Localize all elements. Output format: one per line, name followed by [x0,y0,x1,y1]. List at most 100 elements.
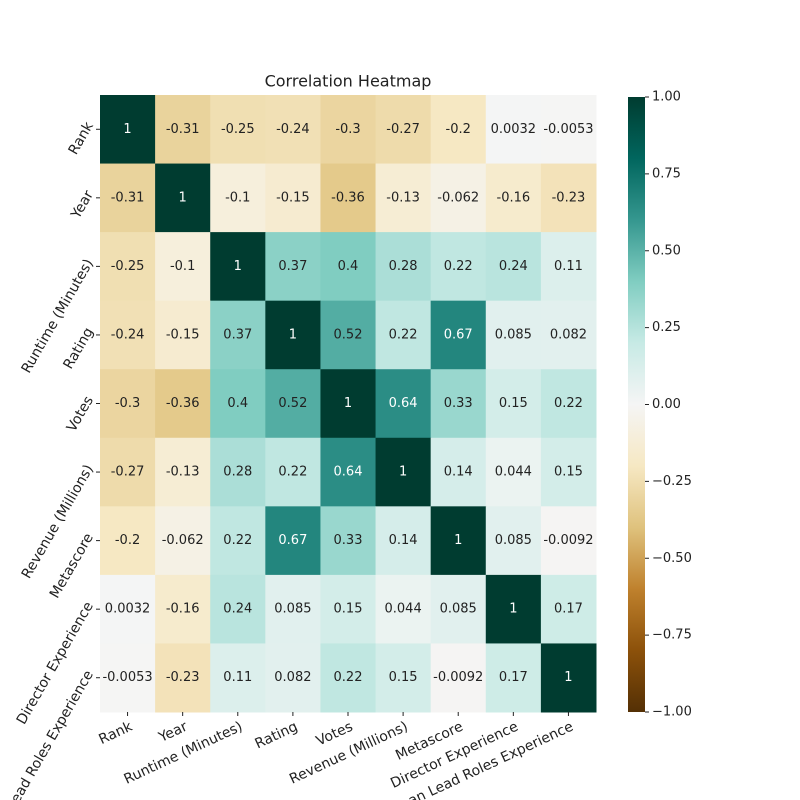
cell-label: 0.085 [495,327,532,342]
heatmap-cell [375,163,432,233]
heatmap-cell [265,369,321,439]
heatmap-cell [485,574,542,644]
heatmap-cell [155,574,211,644]
cell-label: 0.085 [495,533,532,548]
cell-label: 0.64 [334,465,363,480]
cell-label: 0.28 [223,465,252,480]
cell-label: 1 [234,259,242,274]
colorbar-tick-label: 0.75 [652,166,681,181]
heatmap-cell [485,163,542,233]
cell-label: 0.22 [223,533,252,548]
cell-label: -0.27 [386,122,420,137]
cell-label: 1 [344,396,352,411]
x-tick-label: Mean Lead Roles Experience [387,719,576,800]
heatmap-cell [265,506,321,576]
heatmap-cell [100,95,156,165]
heatmap-cell [430,300,487,370]
cell-label: 1 [179,190,187,205]
heatmap-cell [210,163,266,233]
heatmap-cell [155,643,211,713]
cell-label: -0.25 [111,259,145,274]
cell-label: 0.15 [334,602,363,617]
heatmap-cell [155,95,211,165]
heatmap-cell [265,300,321,370]
cell-label: 0.15 [554,465,583,480]
heatmap-cell [155,369,211,439]
y-tick-label: Runtime (Minutes) [19,256,97,376]
x-tick-label: Rank [96,718,135,748]
heatmap-cell [375,232,432,302]
heatmap-cell [430,369,487,439]
heatmap-cell [210,437,266,507]
cell-label: -0.0053 [543,122,593,137]
cell-label: 0.67 [444,327,473,342]
cell-label: 0.24 [223,602,252,617]
cell-label: -0.25 [221,122,255,137]
heatmap-cell [540,506,597,576]
heatmap-cell [430,643,487,713]
cell-label: 1 [123,122,131,137]
heatmap-cell [210,300,266,370]
cell-label: 0.28 [389,259,418,274]
cell-label: -0.36 [331,190,365,205]
cell-label: 0.67 [278,533,307,548]
cell-label: -0.0092 [433,670,483,685]
chart-title: Correlation Heatmap [265,72,432,91]
cell-label: 0.52 [334,327,363,342]
heatmap-cell [100,506,156,576]
heatmap-cell [100,574,156,644]
colorbar-tick-label: 1.00 [652,90,681,105]
x-tick-label: Year [156,719,191,747]
cell-label: 0.044 [495,465,532,480]
cell-label: 1 [509,602,517,617]
heatmap-cell [540,163,597,233]
cell-label: -0.24 [276,122,310,137]
heatmap-cell [320,300,377,370]
cell-label: 0.0032 [491,122,537,137]
y-tick-label: Director Experience [14,599,97,727]
colorbar-tick-label: −0.75 [652,628,692,643]
heatmap-cell [265,232,321,302]
heatmap-cell [100,232,156,302]
heatmap-cell [430,437,487,507]
cell-label: 0.17 [554,602,583,617]
cell-label: 0.37 [223,327,252,342]
cell-label: 0.11 [554,259,583,274]
colorbar-tick-label: −0.25 [652,474,692,489]
cell-label: -0.0092 [543,533,593,548]
cell-label: 1 [564,670,572,685]
heatmap-cell [320,437,377,507]
cell-label: -0.2 [446,122,471,137]
colorbar-tick-label: 0.50 [652,243,681,258]
heatmap-cell [375,369,432,439]
heatmap-cell [485,95,542,165]
y-tick-label: Revenue (Millions) [19,462,97,581]
cell-label: -0.1 [170,259,195,274]
heatmap-cell [540,369,597,439]
cell-label: 0.082 [274,670,311,685]
cell-label: 0.22 [444,259,473,274]
cell-label: -0.36 [166,396,200,411]
heatmap-cell [375,506,432,576]
heatmap-cell [320,232,377,302]
heatmap-cell [320,369,377,439]
heatmap-cell [540,437,597,507]
heatmap-cell [265,643,321,713]
cell-label: 0.11 [223,670,252,685]
cell-label: -0.16 [497,190,531,205]
cell-label: -0.31 [111,190,145,205]
cell-label: 0.044 [385,602,422,617]
cell-label: -0.13 [386,190,420,205]
cell-label: 0.52 [278,396,307,411]
cell-label: 0.14 [389,533,418,548]
heatmap-cell [210,574,266,644]
heatmap-cell [210,95,266,165]
colorbar-tick-label: −1.00 [652,705,692,720]
heatmap-cell [485,369,542,439]
cell-label: 0.24 [499,259,528,274]
cell-label: 0.0032 [105,602,151,617]
heatmap-cell [155,232,211,302]
heatmap-cell [540,95,597,165]
heatmap-cell [100,300,156,370]
heatmap-cell [485,437,542,507]
